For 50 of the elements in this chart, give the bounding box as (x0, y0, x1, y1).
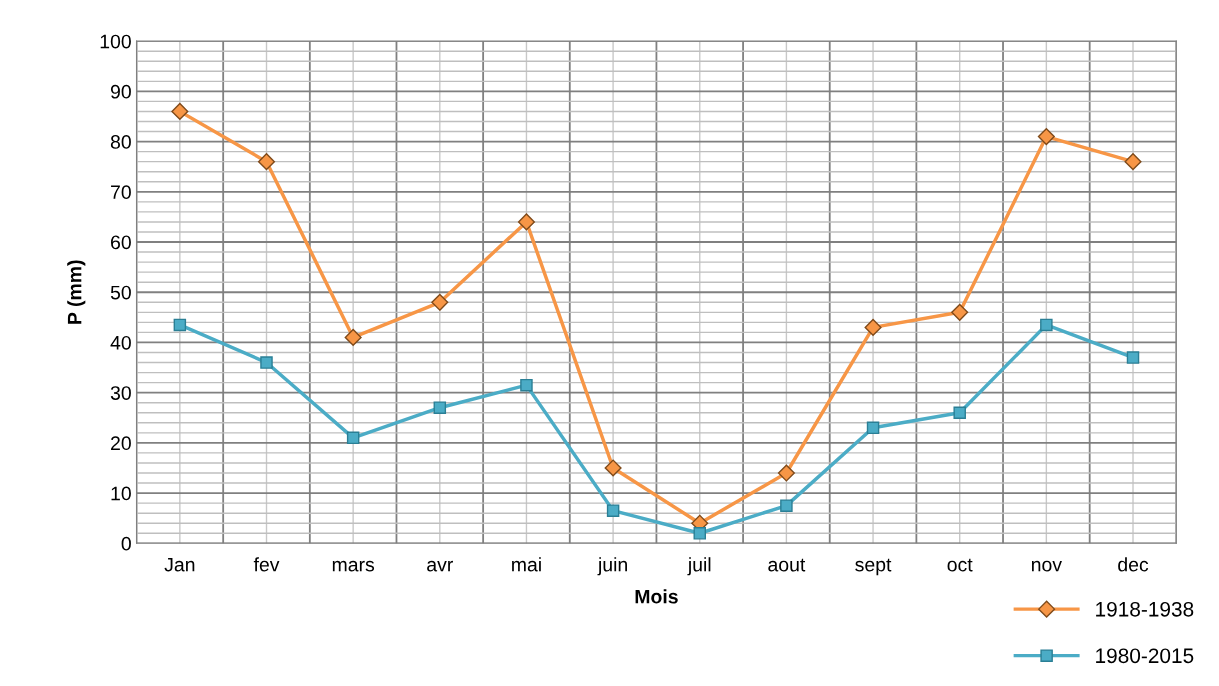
point (953, 406, 966, 420)
x-tick-label: nov (1031, 560, 1062, 572)
y-axis-title: P (mm) (67, 260, 86, 324)
x-tick-label: juil (687, 557, 711, 576)
y-tick-label: 100 (100, 34, 131, 49)
point (173, 318, 187, 332)
y-tick-label: 80 (110, 135, 131, 149)
point (433, 401, 447, 414)
y-tick-label: 60 (111, 235, 131, 250)
x-tick-label: mai (512, 557, 541, 572)
point (517, 213, 536, 231)
x-tick-label: avr (427, 560, 453, 572)
point (866, 421, 880, 435)
x-axis-title: Mois (635, 589, 678, 604)
point (606, 504, 620, 517)
y-tick-label: 70 (111, 185, 131, 200)
point (344, 328, 362, 346)
x-tick-label: fev (253, 557, 280, 572)
x-tick-label: juin (597, 557, 627, 576)
y-tick-label: 90 (110, 84, 131, 99)
y-tick-label: 10 (111, 486, 131, 501)
y-tick-label: 0 (121, 536, 131, 551)
x-tick-label: oct (947, 558, 973, 572)
x-tick-label: dec (1118, 557, 1149, 572)
y-tick-label: 30 (110, 386, 131, 400)
point (260, 356, 273, 369)
y-tick-label: 50 (110, 285, 131, 300)
point (1124, 153, 1142, 171)
point (257, 153, 276, 171)
x-tick-label: sept (855, 558, 892, 576)
point (864, 318, 882, 336)
point (1037, 128, 1055, 146)
point (777, 464, 795, 482)
point (780, 499, 793, 512)
legend-label: 1980-2015 (1096, 648, 1194, 664)
x-tick-label: Jan (164, 557, 195, 572)
legend-label: 1918-1938 (1096, 601, 1194, 617)
point (171, 102, 189, 121)
y-tick-label: 40 (110, 335, 131, 350)
x-tick-label: mars (332, 560, 375, 572)
point (1126, 351, 1140, 364)
point (604, 459, 622, 477)
point (951, 303, 969, 321)
point (520, 378, 533, 392)
y-tick-label: 20 (111, 436, 131, 451)
x-tick-label: aout (768, 558, 806, 572)
point (1040, 318, 1053, 332)
point (693, 527, 707, 540)
point (346, 431, 360, 445)
point (431, 293, 449, 311)
